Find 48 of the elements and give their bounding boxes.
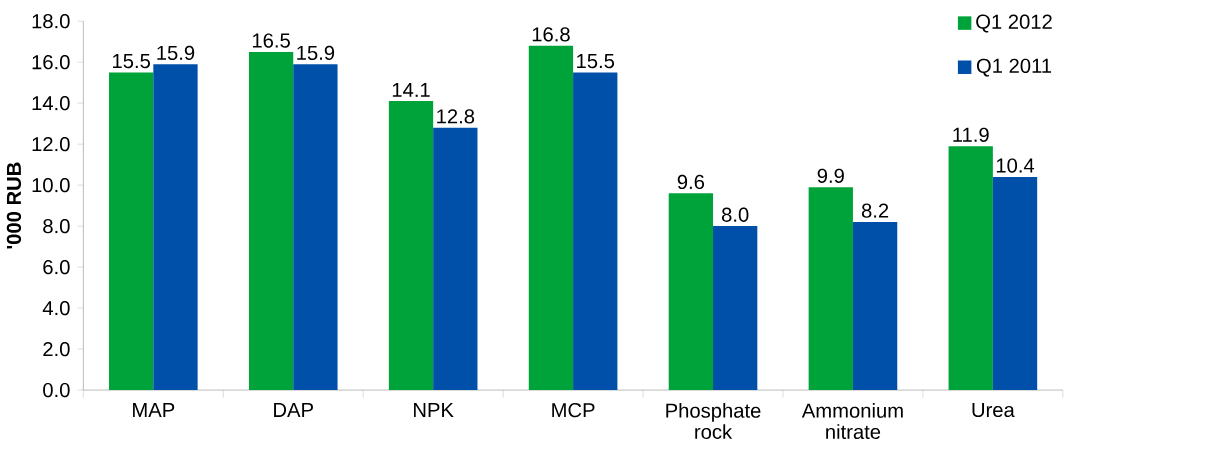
x-tick-label: MAP xyxy=(133,402,175,417)
x-tick-label: NPK xyxy=(414,402,454,417)
x-tick-label: Ammonium nitrate xyxy=(801,402,903,439)
bar xyxy=(713,225,758,390)
data-label: 9.6 xyxy=(677,174,705,189)
data-label: 11.9 xyxy=(953,127,989,142)
bar xyxy=(852,221,898,390)
y-tick-label: 4.0 xyxy=(42,300,70,316)
bar xyxy=(992,176,1038,390)
x-tick-label: DAP xyxy=(274,402,313,417)
data-label: 16.8 xyxy=(532,27,570,42)
bar xyxy=(668,193,714,390)
data-label: 12.8 xyxy=(437,109,475,124)
data-label: 15.9 xyxy=(297,45,335,60)
data-label: 10.4 xyxy=(996,158,1035,173)
y-tick-label: 6.0 xyxy=(43,259,70,275)
x-tick-label: Phosphate rock xyxy=(666,402,761,439)
legend-label: Q1 2012 xyxy=(976,14,1052,33)
data-label: 15.9 xyxy=(157,45,195,60)
bar xyxy=(528,45,574,390)
y-tick-label: 16.0 xyxy=(32,54,70,70)
y-tick-label: 8.0 xyxy=(43,218,70,234)
y-tick-label: 14.0 xyxy=(32,95,70,111)
y-tick-label: 18.0 xyxy=(32,13,70,29)
y-axis-title: '000 RUB xyxy=(6,162,22,249)
bar xyxy=(388,100,434,390)
bar xyxy=(109,72,154,390)
data-label: 15.5 xyxy=(577,53,615,68)
data-label: 8.0 xyxy=(721,207,749,222)
bar xyxy=(573,72,618,390)
bar xyxy=(153,64,198,390)
data-label: 9.9 xyxy=(817,168,844,183)
y-tick-label: 12.0 xyxy=(32,136,70,152)
bar xyxy=(808,186,853,390)
bar xyxy=(948,145,993,390)
bar xyxy=(433,127,478,390)
data-label: 15.5 xyxy=(113,53,150,68)
data-label: 14.1 xyxy=(392,82,430,97)
x-tick-label: Urea xyxy=(972,402,1015,417)
bar xyxy=(248,51,294,390)
legend-label: Q1 2011 xyxy=(976,58,1052,77)
bar xyxy=(293,64,338,390)
y-tick-label: 2.0 xyxy=(43,341,70,357)
y-tick-label: 10.0 xyxy=(32,177,70,193)
x-tick-label: MCP xyxy=(552,402,595,418)
data-label: 16.5 xyxy=(252,33,290,48)
y-tick-label: 0.0 xyxy=(43,382,70,398)
data-label: 8.2 xyxy=(861,203,889,218)
